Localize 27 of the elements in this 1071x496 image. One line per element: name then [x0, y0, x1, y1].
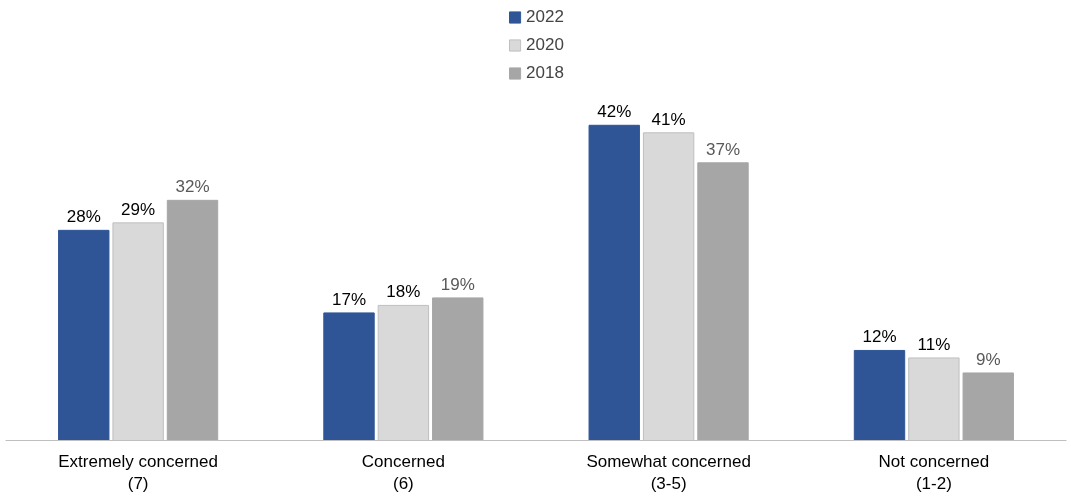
legend-label: 2022 — [526, 7, 564, 27]
data-label: 42% — [597, 102, 632, 122]
bar — [962, 372, 1014, 441]
bar — [853, 349, 906, 441]
legend-label: 2020 — [526, 35, 564, 55]
data-label: 41% — [651, 109, 686, 129]
bar — [588, 124, 640, 441]
x-tick-label: Somewhat concerned (3-5) — [586, 451, 751, 494]
data-label: 17% — [331, 289, 367, 309]
data-label: 28% — [66, 207, 101, 227]
bar — [432, 297, 484, 441]
data-label: 37% — [705, 139, 741, 159]
x-tick-label: Extremely concerned (7) — [58, 451, 218, 494]
bar — [323, 312, 375, 441]
data-label: 11% — [917, 334, 951, 354]
data-label: 32% — [175, 177, 210, 197]
bar — [697, 162, 749, 441]
data-label: 12% — [862, 327, 897, 347]
data-label: 19% — [440, 274, 475, 294]
data-label: 9% — [975, 349, 1001, 369]
data-label: 18% — [386, 282, 421, 302]
x-tick-label: Concerned (6) — [361, 451, 445, 494]
bar — [58, 229, 110, 441]
data-label: 29% — [121, 199, 156, 219]
legend-label: 2018 — [526, 63, 564, 83]
bar — [166, 199, 219, 441]
x-tick-label: Not concerned (1-2) — [878, 451, 990, 494]
